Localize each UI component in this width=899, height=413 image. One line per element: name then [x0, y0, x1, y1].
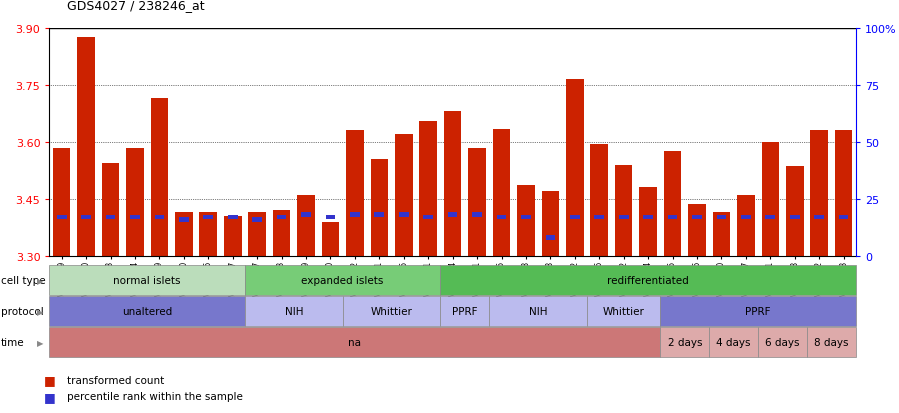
Text: 4 days: 4 days	[717, 337, 751, 347]
Bar	[692, 215, 702, 220]
Text: redifferentiated: redifferentiated	[607, 275, 689, 285]
Bar	[81, 215, 91, 220]
Bar	[395, 135, 413, 256]
Text: protocol: protocol	[1, 306, 44, 316]
Bar	[420, 122, 437, 256]
Bar	[253, 217, 262, 222]
Bar	[472, 213, 482, 218]
Text: unaltered: unaltered	[122, 306, 173, 316]
Bar	[741, 215, 751, 220]
Bar	[203, 215, 213, 220]
Text: GDS4027 / 238246_at: GDS4027 / 238246_at	[67, 0, 205, 12]
Bar	[227, 215, 237, 220]
Bar	[155, 215, 165, 220]
Text: ■: ■	[43, 373, 56, 387]
Bar	[639, 188, 657, 256]
Bar	[106, 215, 115, 220]
Text: expanded islets: expanded islets	[301, 275, 384, 285]
Bar	[248, 213, 266, 256]
Bar	[493, 129, 511, 256]
Bar	[423, 215, 433, 220]
Text: na: na	[349, 337, 361, 347]
Bar	[130, 215, 140, 220]
Bar	[444, 112, 461, 256]
Bar	[77, 38, 95, 256]
Bar	[517, 186, 535, 256]
Text: ▶: ▶	[37, 307, 44, 316]
Bar	[224, 216, 242, 256]
Bar	[765, 215, 775, 220]
Bar	[53, 148, 70, 256]
Bar	[272, 211, 290, 256]
Bar	[717, 215, 726, 220]
Bar	[591, 145, 608, 256]
Bar	[668, 215, 678, 220]
Bar	[570, 215, 580, 220]
Text: PPRF: PPRF	[452, 306, 477, 316]
Bar	[496, 215, 506, 220]
Bar	[810, 131, 828, 256]
Bar	[298, 195, 315, 256]
Bar	[301, 213, 311, 218]
Bar	[468, 148, 485, 256]
Bar	[350, 213, 360, 218]
Bar	[689, 205, 706, 256]
Bar	[448, 213, 458, 218]
Text: 2 days: 2 days	[668, 337, 702, 347]
Bar	[594, 215, 604, 220]
Bar	[786, 167, 804, 256]
Text: Whittier: Whittier	[370, 306, 413, 316]
Text: transformed count: transformed count	[67, 375, 165, 385]
Text: 6 days: 6 days	[765, 337, 800, 347]
Text: ■: ■	[43, 390, 56, 403]
Bar	[521, 215, 530, 220]
Bar	[566, 80, 583, 256]
Bar	[151, 99, 168, 256]
Bar	[835, 131, 852, 256]
Text: PPRF: PPRF	[745, 306, 770, 316]
Bar	[57, 215, 67, 220]
Text: percentile rank within the sample: percentile rank within the sample	[67, 392, 244, 401]
Bar	[322, 222, 339, 256]
Text: NIH: NIH	[529, 306, 547, 316]
Bar	[761, 142, 779, 256]
Bar	[839, 215, 849, 220]
Text: normal islets: normal islets	[113, 275, 181, 285]
Text: 8 days: 8 days	[814, 337, 849, 347]
Bar	[102, 163, 120, 256]
Bar	[277, 215, 287, 220]
Bar	[346, 131, 364, 256]
Bar	[179, 217, 189, 222]
Bar	[790, 215, 799, 220]
Bar	[325, 215, 335, 220]
Bar	[370, 159, 388, 256]
Bar	[175, 213, 192, 256]
Bar	[713, 213, 730, 256]
Text: ▶: ▶	[37, 338, 44, 347]
Bar	[126, 148, 144, 256]
Text: time: time	[1, 337, 24, 347]
Text: cell type: cell type	[1, 275, 46, 285]
Bar	[399, 213, 409, 218]
Bar	[615, 165, 633, 256]
Text: Whittier: Whittier	[602, 306, 645, 316]
Bar	[200, 213, 217, 256]
Text: NIH: NIH	[285, 306, 303, 316]
Bar	[663, 152, 681, 256]
Bar	[644, 215, 653, 220]
Bar	[375, 213, 384, 218]
Bar	[546, 235, 556, 240]
Bar	[737, 195, 754, 256]
Text: ▶: ▶	[37, 276, 44, 285]
Bar	[541, 192, 559, 256]
Bar	[619, 215, 628, 220]
Bar	[814, 215, 824, 220]
